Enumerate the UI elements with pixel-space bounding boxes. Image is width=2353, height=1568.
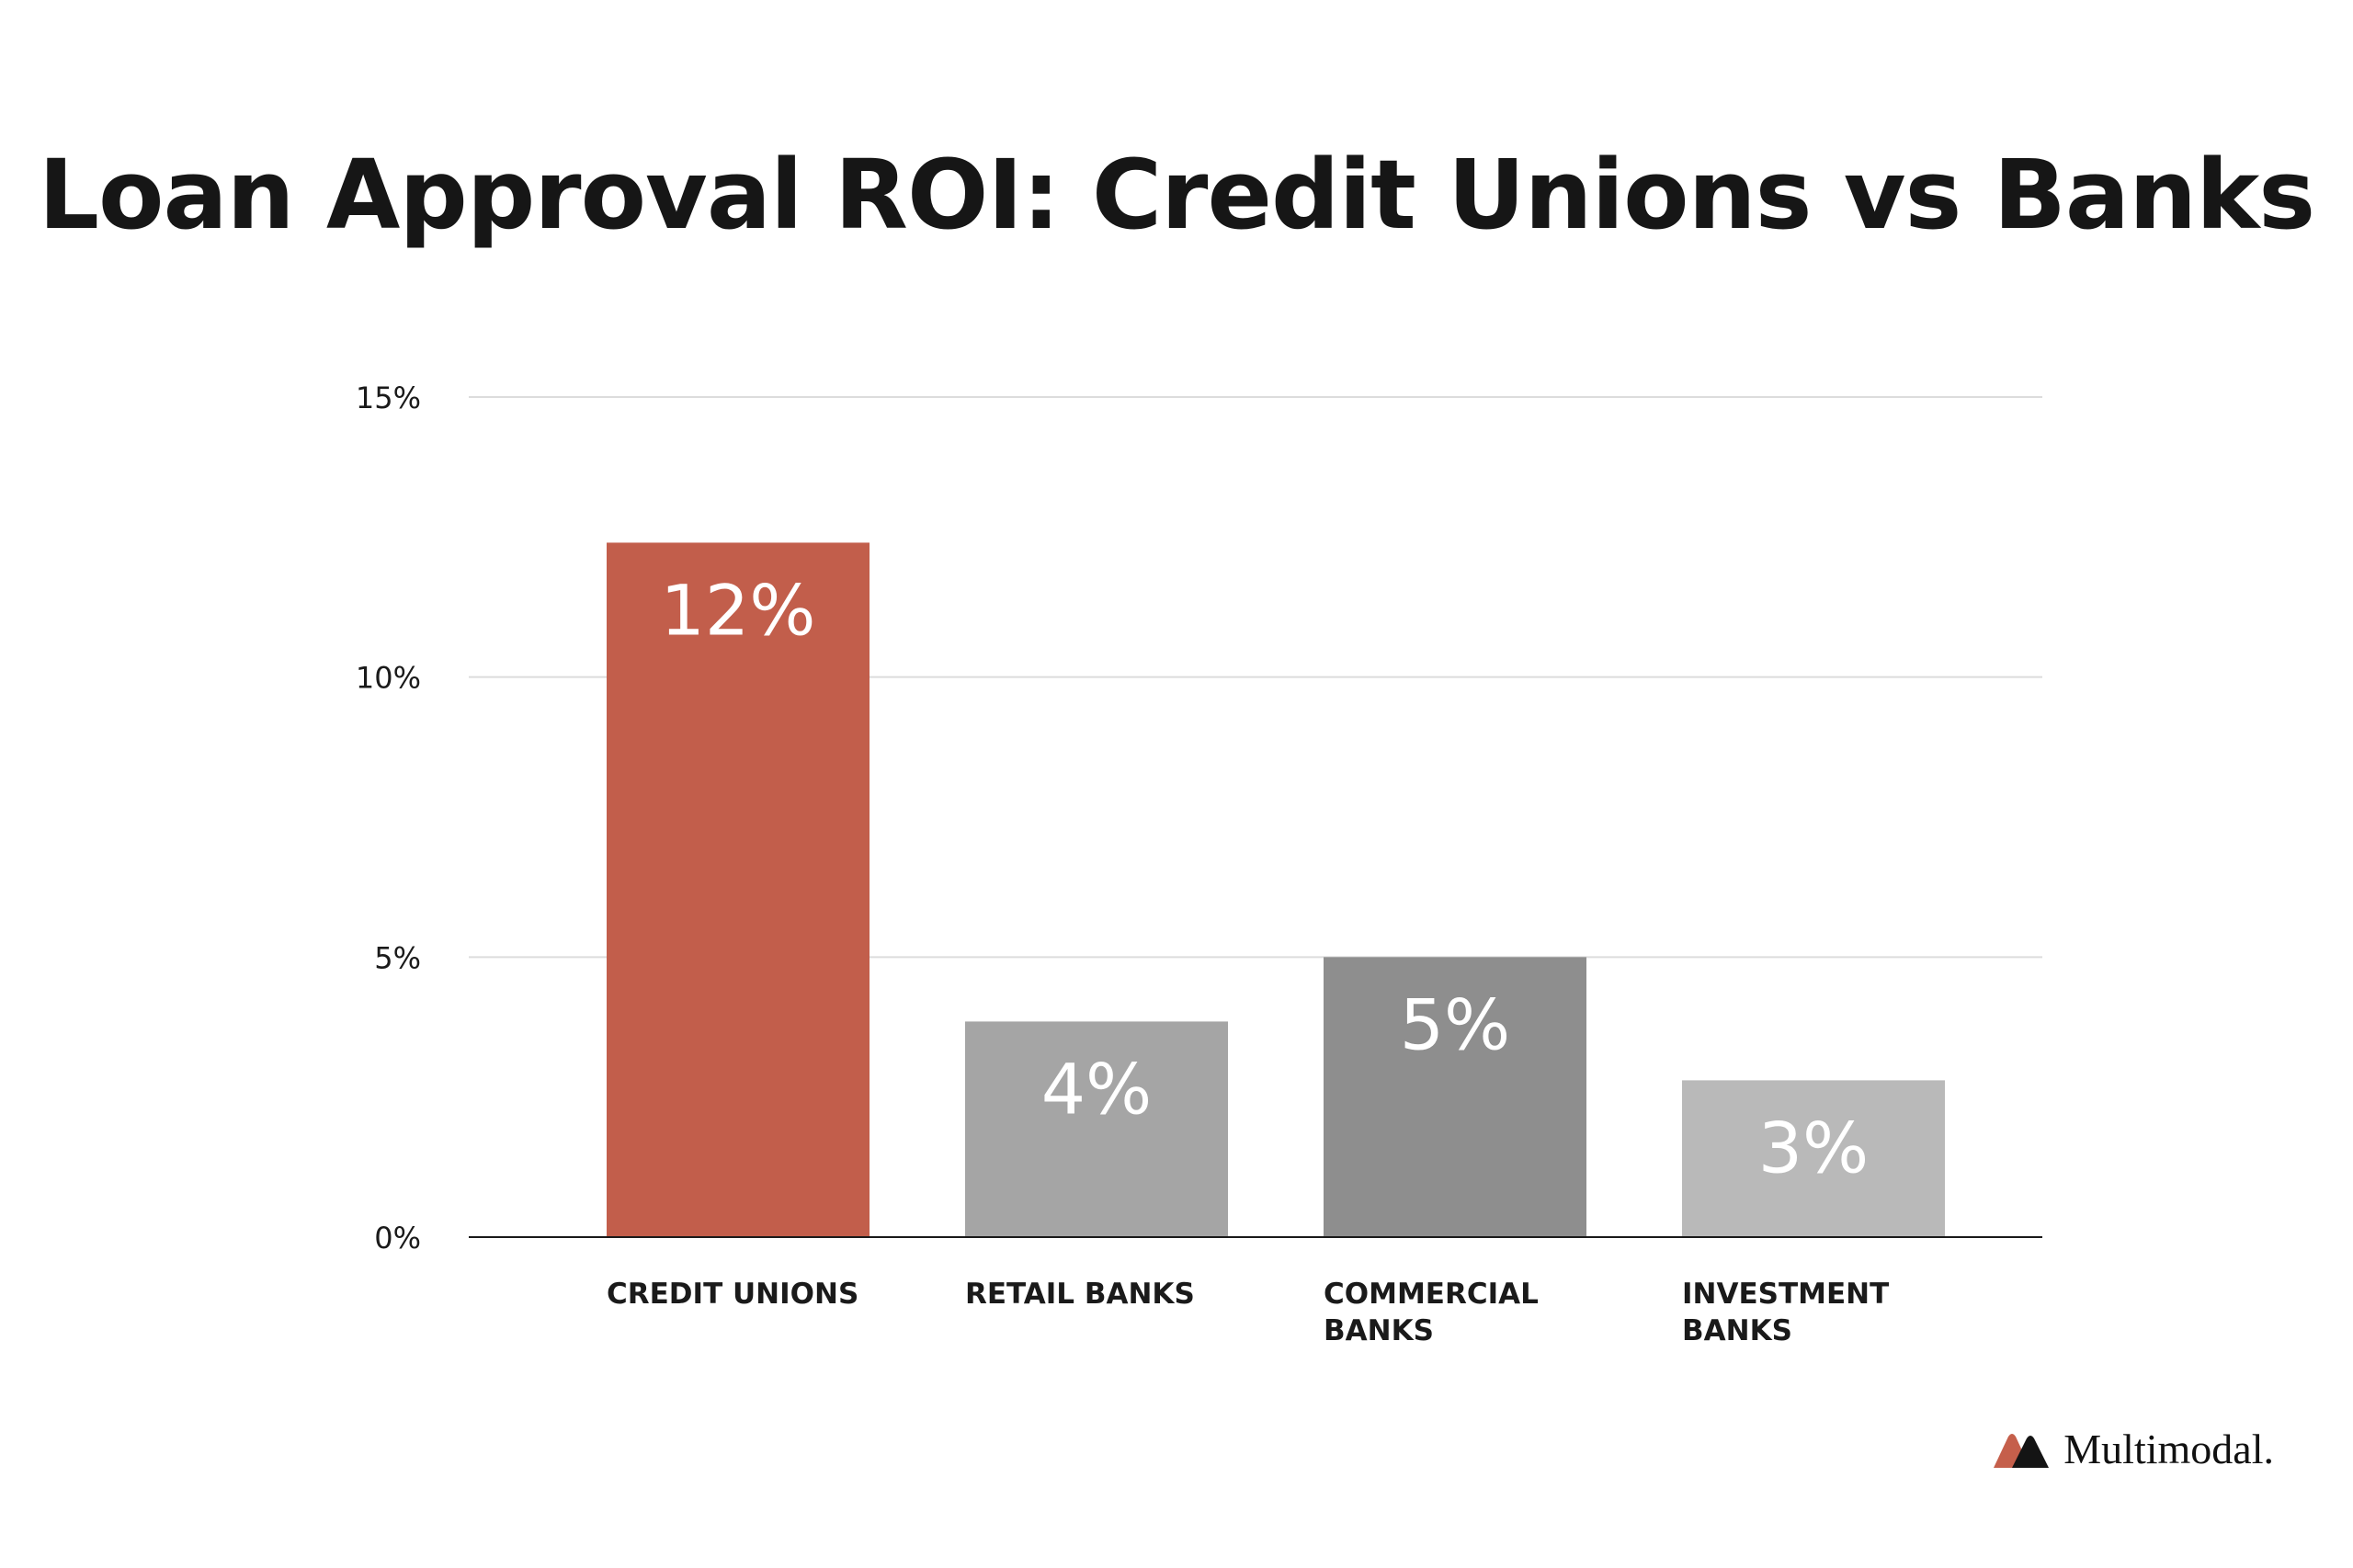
bar	[1324, 957, 1586, 1237]
category-label: CREDIT UNIONS	[607, 1278, 858, 1311]
category-label: COMMERCIAL BANKS	[1324, 1278, 1539, 1347]
brand-logo: Multimodal.	[1990, 1425, 2274, 1473]
bar-value-label: 4%	[1041, 1048, 1153, 1130]
bars: 12% 4% 5% 3%	[607, 542, 1945, 1237]
y-tick-label: 10%	[356, 661, 421, 696]
bar-value-label: 12%	[661, 569, 816, 651]
y-tick-label: 15%	[356, 381, 421, 415]
y-tick-label: 0%	[374, 1221, 421, 1256]
bar	[965, 1021, 1228, 1237]
bar-value-label: 5%	[1400, 983, 1511, 1065]
category-label: RETAIL BANKS	[965, 1278, 1195, 1311]
y-tick-label: 5%	[374, 940, 421, 975]
category-labels: CREDIT UNIONS RETAIL BANKS COMMERCIAL BANKS…	[607, 1278, 1889, 1347]
bar-value-label: 3%	[1758, 1107, 1870, 1188]
bar	[1682, 1080, 1945, 1237]
brand-name: Multimodal.	[2063, 1426, 2274, 1472]
y-axis-ticks: 0% 5% 10% 15%	[356, 381, 421, 1256]
chart-title: Loan Approval ROI: Credit Unions vs Bank…	[38, 139, 2315, 251]
multimodal-logo-icon	[1994, 1433, 2050, 1468]
bar	[607, 542, 870, 1237]
category-label: INVESTMENT BANKS	[1682, 1278, 1889, 1347]
